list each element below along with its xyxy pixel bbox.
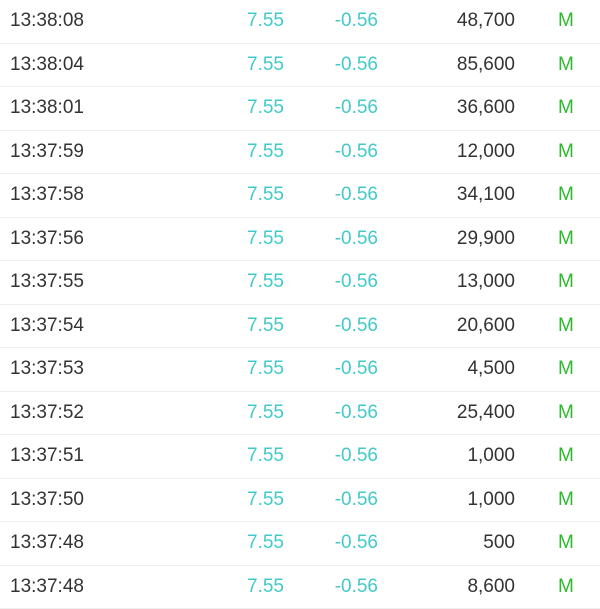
trade-price: 7.55 — [247, 97, 284, 119]
trade-volume: 13,000 — [457, 271, 515, 293]
trade-type: M — [558, 271, 574, 293]
trade-change: -0.56 — [335, 141, 378, 163]
trade-type: M — [558, 402, 574, 424]
trade-change: -0.56 — [335, 97, 378, 119]
trade-type: M — [558, 315, 574, 337]
trade-type: M — [558, 358, 574, 380]
trade-time: 13:37:51 — [10, 445, 84, 467]
trade-volume: 20,600 — [457, 315, 515, 337]
trade-change: -0.56 — [335, 576, 378, 598]
trade-row[interactable]: 13:37:58 7.55 -0.56 34,100 M — [0, 174, 600, 218]
trade-volume: 36,600 — [457, 97, 515, 119]
trade-time: 13:37:48 — [10, 576, 84, 598]
trade-type: M — [558, 184, 574, 206]
trade-time: 13:37:53 — [10, 358, 84, 380]
trade-type: M — [558, 489, 574, 511]
trade-price: 7.55 — [247, 54, 284, 76]
trade-price: 7.55 — [247, 402, 284, 424]
trade-price: 7.55 — [247, 532, 284, 554]
trade-change: -0.56 — [335, 532, 378, 554]
trade-volume: 25,400 — [457, 402, 515, 424]
trade-change: -0.56 — [335, 271, 378, 293]
trade-time: 13:37:56 — [10, 228, 84, 250]
trade-change: -0.56 — [335, 228, 378, 250]
trade-price: 7.55 — [247, 184, 284, 206]
trade-time: 13:37:58 — [10, 184, 84, 206]
trade-row[interactable]: 13:37:56 7.55 -0.56 29,900 M — [0, 218, 600, 262]
trade-volume: 8,600 — [467, 576, 515, 598]
trade-row[interactable]: 13:38:04 7.55 -0.56 85,600 M — [0, 44, 600, 88]
trade-change: -0.56 — [335, 358, 378, 380]
trade-time: 13:37:50 — [10, 489, 84, 511]
trade-time: 13:37:59 — [10, 141, 84, 163]
trade-volume: 29,900 — [457, 228, 515, 250]
trade-volume: 4,500 — [467, 358, 515, 380]
trade-price: 7.55 — [247, 271, 284, 293]
trade-type: M — [558, 228, 574, 250]
trade-row[interactable]: 13:37:51 7.55 -0.56 1,000 M — [0, 435, 600, 479]
trade-time: 13:37:54 — [10, 315, 84, 337]
trade-change: -0.56 — [335, 315, 378, 337]
trade-volume: 1,000 — [467, 445, 515, 467]
trade-row[interactable]: 13:38:08 7.55 -0.56 48,700 M — [0, 0, 600, 44]
trade-row[interactable]: 13:37:48 7.55 -0.56 8,600 M — [0, 566, 600, 609]
trade-volume: 1,000 — [467, 489, 515, 511]
trade-change: -0.56 — [335, 402, 378, 424]
trade-change: -0.56 — [335, 489, 378, 511]
trade-type: M — [558, 97, 574, 119]
trade-row[interactable]: 13:37:55 7.55 -0.56 13,000 M — [0, 261, 600, 305]
trade-price: 7.55 — [247, 489, 284, 511]
trade-time: 13:37:55 — [10, 271, 84, 293]
trade-row[interactable]: 13:37:53 7.55 -0.56 4,500 M — [0, 348, 600, 392]
trade-volume: 34,100 — [457, 184, 515, 206]
trade-row[interactable]: 13:37:54 7.55 -0.56 20,600 M — [0, 305, 600, 349]
trade-price: 7.55 — [247, 445, 284, 467]
trade-row[interactable]: 13:37:59 7.55 -0.56 12,000 M — [0, 131, 600, 175]
trade-time: 13:37:48 — [10, 532, 84, 554]
trade-time: 13:38:08 — [10, 10, 84, 32]
trade-row[interactable]: 13:37:48 7.55 -0.56 500 M — [0, 522, 600, 566]
trade-change: -0.56 — [335, 445, 378, 467]
trade-type: M — [558, 10, 574, 32]
trade-row[interactable]: 13:37:50 7.55 -0.56 1,000 M — [0, 479, 600, 523]
trade-price: 7.55 — [247, 10, 284, 32]
trade-time: 13:37:52 — [10, 402, 84, 424]
trade-volume: 48,700 — [457, 10, 515, 32]
trade-type: M — [558, 141, 574, 163]
trade-row[interactable]: 13:38:01 7.55 -0.56 36,600 M — [0, 87, 600, 131]
trade-price: 7.55 — [247, 358, 284, 380]
trade-type: M — [558, 54, 574, 76]
trade-change: -0.56 — [335, 54, 378, 76]
trade-change: -0.56 — [335, 184, 378, 206]
trade-time: 13:38:01 — [10, 97, 84, 119]
trade-price: 7.55 — [247, 228, 284, 250]
trade-price: 7.55 — [247, 141, 284, 163]
trade-row[interactable]: 13:37:52 7.55 -0.56 25,400 M — [0, 392, 600, 436]
trade-type: M — [558, 445, 574, 467]
trade-change: -0.56 — [335, 10, 378, 32]
trade-time: 13:38:04 — [10, 54, 84, 76]
trade-price: 7.55 — [247, 576, 284, 598]
trade-type: M — [558, 532, 574, 554]
trade-volume: 85,600 — [457, 54, 515, 76]
trade-price: 7.55 — [247, 315, 284, 337]
trade-type: M — [558, 576, 574, 598]
trade-volume: 500 — [483, 532, 515, 554]
trade-volume: 12,000 — [457, 141, 515, 163]
